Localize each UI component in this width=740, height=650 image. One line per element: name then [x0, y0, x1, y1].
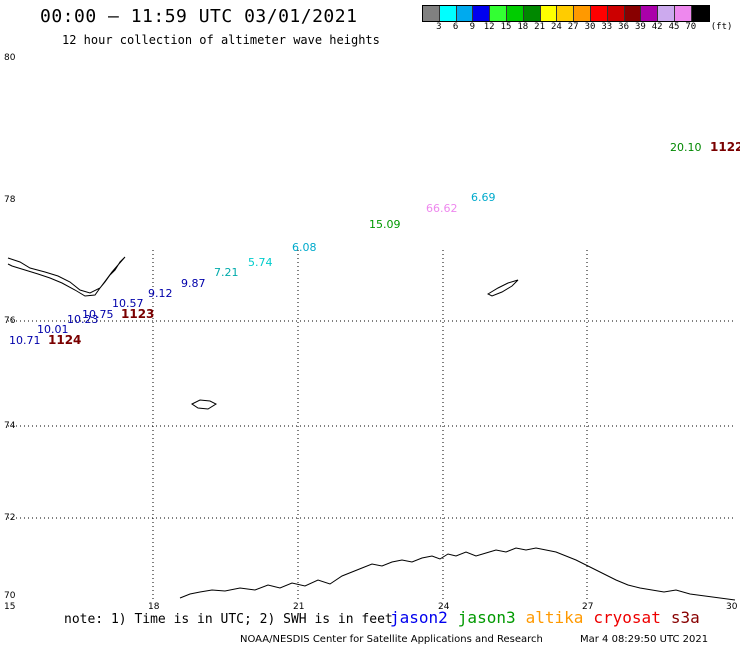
- lon-label-27: 27: [582, 602, 593, 612]
- observation-label: 10.23: [67, 313, 99, 326]
- observation-label: 10.71: [9, 334, 41, 347]
- observation-label: 66.62: [426, 202, 458, 215]
- legend-swatch: [473, 6, 491, 21]
- lat-label-74: 74: [4, 421, 16, 431]
- satellite-name-jason2: jason2: [390, 608, 448, 627]
- lat-label-72: 72: [4, 513, 15, 523]
- bear-island: [191, 399, 218, 410]
- legend-swatch: [540, 6, 558, 21]
- lon-label-15: 15: [4, 602, 15, 612]
- lat-label-78: 78: [4, 195, 16, 205]
- legend-swatch: [641, 6, 659, 21]
- satellite-name-s3a: s3a: [670, 608, 700, 627]
- satellite-legend: jason2 jason3 altika cryosat s3a: [390, 608, 710, 627]
- observation-label: 10.01: [37, 323, 69, 336]
- norway-coast: [179, 547, 736, 601]
- observation-label: 9.12: [148, 287, 173, 300]
- legend-swatch: [506, 6, 524, 21]
- lat-label-76: 76: [4, 316, 16, 326]
- coastlines: [7, 256, 736, 601]
- generated-timestamp: Mar 4 08:29:50 UTC 2021: [580, 634, 709, 645]
- legend-swatch: [490, 6, 507, 21]
- lon-label-18: 18: [148, 602, 160, 612]
- track-ids: 1124 1123 1122: [48, 140, 740, 347]
- legend-unit-label: (ft): [710, 22, 733, 32]
- observation-label: 9.87: [181, 277, 206, 290]
- legend-swatch: [423, 6, 440, 21]
- lon-label-30: 30: [726, 602, 738, 612]
- legend-swatch: [456, 6, 474, 21]
- observation-label: 6.69: [471, 191, 496, 204]
- legend-swatch: [674, 6, 692, 21]
- latitude-gridlines: [8, 320, 735, 519]
- legend-tick-label: 30: [584, 22, 596, 32]
- legend-tick-label: 12: [483, 22, 495, 32]
- longitude-labels: 15 18 21 24 27 30: [4, 602, 738, 612]
- legend-tick-label: 18: [517, 22, 529, 32]
- legend-tick-label: 27: [567, 22, 579, 32]
- legend-swatch: [574, 6, 591, 21]
- legend-tick-labels: 3 6 9 12 15 18 21 24 27 30 33 36 39 42 45 70 (ft): [422, 22, 734, 34]
- svalbard-south-coast: [7, 256, 126, 297]
- lat-label-70: 70: [4, 591, 16, 601]
- observation-label: 5.74: [248, 256, 273, 269]
- legend-swatch: [557, 6, 575, 21]
- latitude-labels: 80 78 76 74 72 70: [4, 53, 16, 601]
- legend-swatch: [624, 6, 642, 21]
- footer-note: note: 1) Time is in UTC; 2) SWH is in fe…: [64, 612, 393, 627]
- satellite-name-altika: altika: [525, 608, 584, 627]
- satellite-name-jason3: jason3: [457, 608, 516, 627]
- legend-tick-label: 45: [668, 22, 680, 32]
- legend-swatch: [607, 6, 625, 21]
- legend-swatch: [439, 6, 457, 21]
- lon-label-24: 24: [438, 602, 450, 612]
- observation-label: 10.75: [82, 308, 114, 321]
- track-id-label: 1122: [710, 140, 740, 154]
- observation-label: 10.57: [112, 297, 144, 310]
- legend-tick-label: 70: [685, 22, 697, 32]
- longitude-gridlines: [152, 250, 588, 600]
- legend-swatch: [691, 6, 709, 21]
- legend-tick-label: 24: [550, 22, 562, 32]
- observation-label: 15.09: [369, 218, 401, 231]
- lat-label-80: 80: [4, 53, 16, 63]
- satellite-name-cryosat: cryosat: [593, 608, 661, 627]
- credit-text: NOAA/NESDIS Center for Satellite Applica…: [240, 634, 543, 645]
- legend-swatch: [658, 6, 675, 21]
- legend-tick-label: 36: [618, 22, 630, 32]
- wave-height-color-legend: [422, 5, 710, 22]
- legend-swatch: [523, 6, 541, 21]
- legend-tick-label: 9: [469, 22, 476, 32]
- legend-tick-label: 15: [500, 22, 512, 32]
- legend-tick-label: 33: [601, 22, 613, 32]
- legend-tick-label: 3: [436, 22, 442, 32]
- legend-tick-label: 21: [534, 22, 546, 32]
- kong-karls-island: [486, 279, 519, 297]
- legend-tick-label: 42: [651, 22, 663, 32]
- legend-tick-label: 39: [634, 22, 646, 32]
- observation-label: 20.10: [670, 141, 702, 154]
- legend-tick-label: 6: [452, 22, 459, 32]
- lon-label-21: 21: [293, 602, 304, 612]
- observation-label: 6.08: [292, 241, 317, 254]
- legend-swatch: [590, 6, 608, 21]
- observation-label: 7.21: [214, 266, 239, 279]
- map-title: 00:00 – 11:59 UTC 03/01/2021: [40, 6, 358, 27]
- track-id-label: 1123: [121, 307, 154, 321]
- wave-height-observations: 10.71 10.01 10.23 10.75 10.57 9.12 9.87 …: [9, 141, 702, 347]
- map-subtitle: 12 hour collection of altimeter wave hei…: [62, 33, 380, 47]
- track-id-label: 1124: [48, 333, 81, 347]
